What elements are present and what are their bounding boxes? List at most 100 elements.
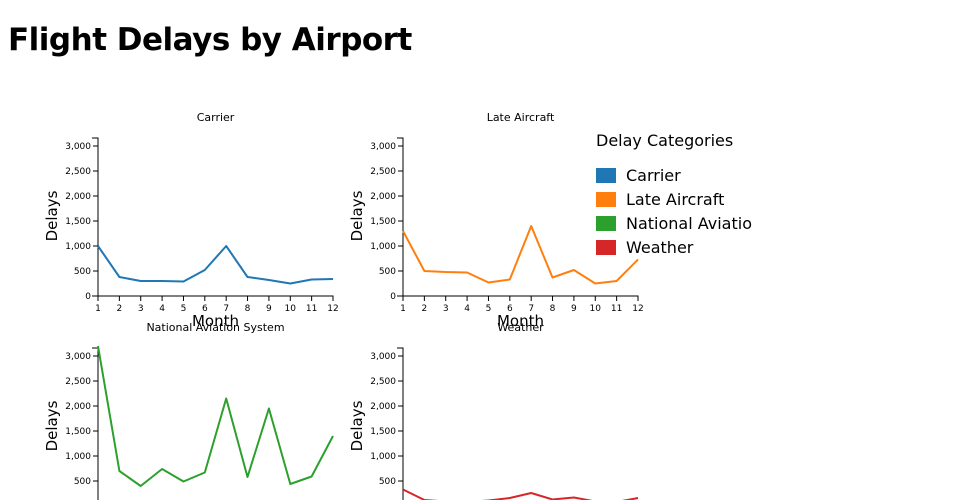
x-tick-label: 1 <box>400 304 406 314</box>
data-point <box>247 276 249 278</box>
data-point <box>289 283 291 285</box>
series-line-late-aircraft <box>402 225 639 285</box>
data-point <box>311 476 313 478</box>
x-axis-label: Month <box>497 312 544 330</box>
data-point <box>225 245 227 247</box>
y-tick-label: 0 <box>85 292 91 302</box>
y-axis-line <box>397 137 404 297</box>
x-axis-line <box>402 295 639 301</box>
y-axis-line <box>397 347 404 500</box>
x-tick-label: 4 <box>159 304 165 314</box>
x-tick-label: 7 <box>223 304 229 314</box>
x-tick-label: 6 <box>507 304 513 314</box>
y-tick-label: 3,000 <box>370 352 396 362</box>
y-tick-label: 500 <box>379 267 396 277</box>
data-point <box>530 225 532 227</box>
series-line-weather <box>402 488 639 500</box>
data-point <box>637 259 639 261</box>
x-tick-label: 8 <box>245 304 251 314</box>
y-tick-label: 1,500 <box>65 217 91 227</box>
data-point <box>118 470 120 472</box>
legend-swatch <box>596 168 616 183</box>
y-tick-label: 500 <box>74 267 91 277</box>
panel-carrier: Carrier 0 500 1,000 1,500 2,000 2,500 3,000 Dela… <box>43 111 339 330</box>
y-tick-label: 3,000 <box>65 352 91 362</box>
x-axis-label: Month <box>192 312 239 330</box>
data-point <box>140 485 142 487</box>
legend-item-late-aircraft: Late Aircraft <box>596 190 724 209</box>
x-tick-label: 11 <box>306 304 317 314</box>
x-tick-label: 12 <box>632 304 643 314</box>
x-tick-label: 6 <box>202 304 208 314</box>
x-tick-label: 12 <box>327 304 338 314</box>
x-tick-label: 9 <box>571 304 577 314</box>
x-tick-label: 8 <box>550 304 556 314</box>
legend-label: Weather <box>626 238 694 257</box>
y-tick-label: 1,000 <box>370 452 396 462</box>
x-tick-label: 7 <box>528 304 534 314</box>
data-point <box>402 489 404 491</box>
data-point <box>332 435 334 437</box>
y-tick-label: 3,000 <box>370 142 396 152</box>
data-point <box>182 281 184 283</box>
data-point <box>118 276 120 278</box>
legend-label: Late Aircraft <box>626 190 724 209</box>
panel-national-aviation-system: National Aviation System 500 1,000 1,500 2,0… <box>43 321 334 500</box>
legend-swatch <box>596 192 616 207</box>
data-point <box>594 283 596 285</box>
y-tick-label: 2,000 <box>370 402 396 412</box>
page-title: Flight Delays by Airport <box>8 22 412 58</box>
panel-late-aircraft: Late Aircraft 0 500 1,000 1,500 2,000 2,500 3,0… <box>348 111 644 330</box>
data-point <box>509 279 511 281</box>
panel-title: Late Aircraft <box>487 111 555 124</box>
x-tick-label: 2 <box>421 304 427 314</box>
x-axis-line <box>97 295 334 301</box>
data-point <box>204 269 206 271</box>
y-tick-label: 2,000 <box>370 192 396 202</box>
data-point <box>402 230 404 232</box>
data-point <box>97 245 99 247</box>
data-point <box>225 398 227 400</box>
y-tick-label: 1,000 <box>370 242 396 252</box>
data-point <box>161 468 163 470</box>
y-tick-label: 2,500 <box>370 377 396 387</box>
y-tick-label: 500 <box>74 477 91 487</box>
y-tick-label: 1,000 <box>65 242 91 252</box>
data-point <box>466 272 468 274</box>
data-point <box>268 279 270 281</box>
data-point <box>182 481 184 483</box>
x-tick-label: 11 <box>611 304 622 314</box>
data-point <box>487 282 489 284</box>
data-point <box>509 497 511 499</box>
y-tick-label: 1,500 <box>370 427 396 437</box>
y-axis-label: Delays <box>348 400 366 451</box>
data-point <box>247 476 249 478</box>
x-tick-label: 1 <box>95 304 101 314</box>
data-point <box>552 277 554 279</box>
y-tick-label: 2,500 <box>65 167 91 177</box>
data-point <box>637 497 639 499</box>
x-tick-label: 9 <box>266 304 272 314</box>
y-axis-line <box>92 137 99 297</box>
panel-title: National Aviation System <box>146 321 284 334</box>
data-point <box>445 271 447 273</box>
y-axis-label: Delays <box>348 190 366 241</box>
legend-swatch <box>596 216 616 231</box>
legend-label: National Aviatio <box>626 214 752 233</box>
x-tick-label: 3 <box>138 304 144 314</box>
panel-title: Weather <box>497 321 544 334</box>
x-tick-label: 10 <box>285 304 297 314</box>
data-point <box>268 408 270 410</box>
legend-title: Delay Categories <box>596 131 733 150</box>
data-point <box>289 483 291 485</box>
legend-item-carrier: Carrier <box>596 166 681 185</box>
x-tick-label: 3 <box>443 304 449 314</box>
data-point <box>616 280 618 282</box>
legend-item-weather: Weather <box>596 238 694 257</box>
panel-title: Carrier <box>197 111 235 124</box>
series-line-carrier <box>97 245 334 285</box>
y-tick-label: 2,000 <box>65 402 91 412</box>
y-tick-label: 2,000 <box>65 192 91 202</box>
y-tick-label: 2,500 <box>65 377 91 387</box>
